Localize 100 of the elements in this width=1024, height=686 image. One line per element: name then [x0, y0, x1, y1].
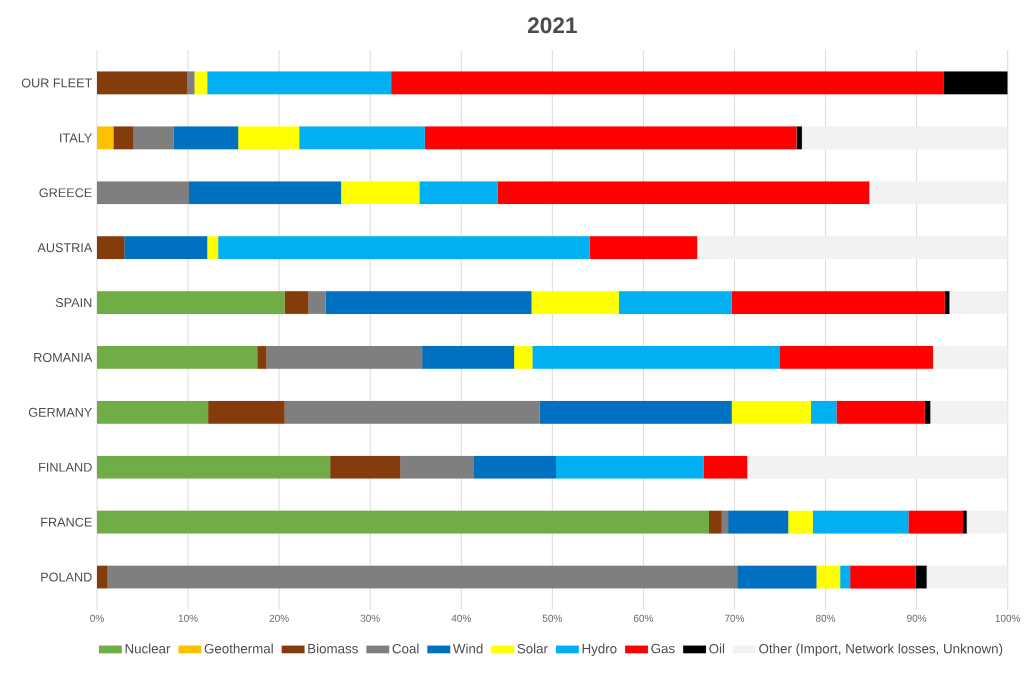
bar [424, 126, 797, 150]
legend-label: Solar [517, 643, 548, 654]
x-tick-label: 40% [451, 614, 471, 622]
bar [97, 291, 285, 314]
legend-label: Coal [392, 643, 419, 654]
bar [840, 565, 851, 589]
bar [531, 291, 619, 314]
bar [391, 71, 944, 95]
x-tick-label: 50% [542, 614, 562, 622]
bar [218, 236, 590, 260]
y-tick-label: POLAND [41, 572, 92, 582]
bar [308, 291, 326, 314]
bar [194, 71, 208, 95]
legend-label: Gas [651, 643, 675, 654]
bar [812, 510, 909, 534]
x-tick-label: 10% [178, 614, 198, 622]
bar [728, 510, 789, 534]
bar [97, 400, 209, 424]
bar [284, 400, 540, 424]
y-tick-label: GERMANY [28, 407, 93, 417]
y-tick-label: FRANCE [41, 517, 92, 527]
bar [266, 346, 423, 369]
bar [721, 510, 729, 534]
bar [949, 291, 1008, 314]
bar [97, 181, 190, 205]
y-tick-label: OUR FLEET [21, 78, 92, 88]
legend-label: Oil [709, 643, 725, 654]
bar [731, 291, 945, 314]
bar [932, 346, 1008, 369]
bar [801, 126, 1008, 150]
legend-label: Biomass [308, 643, 358, 654]
x-tick-label: 80% [815, 614, 836, 622]
bar [966, 510, 1008, 534]
bar [257, 346, 267, 369]
bar [747, 455, 1008, 479]
y-tick-label: SPAIN [55, 298, 92, 308]
bar [539, 400, 732, 424]
y-tick-label: ROMANIA [34, 352, 93, 362]
y-tick-label: GREECE [39, 188, 92, 198]
y-tick-label: ITALY [60, 133, 93, 143]
legend-label: Nuclear [125, 643, 171, 654]
x-tick-label: 60% [633, 614, 654, 622]
bar [618, 291, 732, 314]
x-tick-label: 90% [907, 614, 927, 622]
bar [703, 455, 748, 479]
legend-label: Other (Import, Network losses, Unknown) [759, 643, 1003, 657]
y-tick-label: FINLAND [39, 462, 92, 472]
bar [325, 291, 532, 314]
bar [589, 236, 698, 260]
bar [788, 510, 813, 534]
bar [238, 126, 300, 150]
bar [779, 346, 934, 369]
bar [106, 565, 738, 589]
bar [836, 400, 925, 424]
bar [133, 126, 174, 150]
x-tick-label: 100% [995, 614, 1021, 622]
x-tick-label: 70% [724, 614, 745, 622]
bar [173, 126, 239, 150]
bar [97, 126, 114, 150]
bar [340, 181, 420, 205]
bar [187, 71, 195, 95]
bar [207, 71, 392, 95]
bar [810, 400, 837, 424]
chart-title: 2021 [527, 17, 577, 34]
legend-label: Geothermal [204, 643, 273, 654]
bar [299, 126, 425, 150]
legend-label: Hydro [582, 643, 617, 657]
bar [473, 455, 557, 479]
bar [497, 181, 870, 205]
bar [124, 236, 208, 260]
bar [330, 455, 401, 479]
bar [113, 126, 134, 150]
bar [188, 181, 342, 205]
bar [555, 455, 704, 479]
bar [926, 565, 1008, 589]
bar [422, 346, 515, 369]
bar [908, 510, 964, 534]
bar [708, 510, 722, 534]
bar [284, 291, 309, 314]
x-tick-label: 30% [360, 614, 380, 622]
bar [737, 565, 817, 589]
bar [944, 291, 950, 314]
bar [850, 565, 916, 589]
bar [816, 565, 841, 589]
bar [930, 400, 1008, 424]
bar [97, 455, 331, 479]
bar [796, 126, 802, 150]
bar [532, 346, 781, 369]
bar [97, 510, 710, 534]
bar [208, 400, 285, 424]
bar [419, 181, 498, 205]
bar [514, 346, 533, 369]
x-tick-label: 20% [269, 614, 289, 622]
bar [97, 565, 108, 589]
bar [97, 346, 258, 369]
bar [207, 236, 219, 260]
bar [97, 71, 188, 95]
y-tick-label: AUSTRIA [37, 243, 93, 253]
bar [400, 455, 475, 479]
bar [97, 236, 125, 260]
